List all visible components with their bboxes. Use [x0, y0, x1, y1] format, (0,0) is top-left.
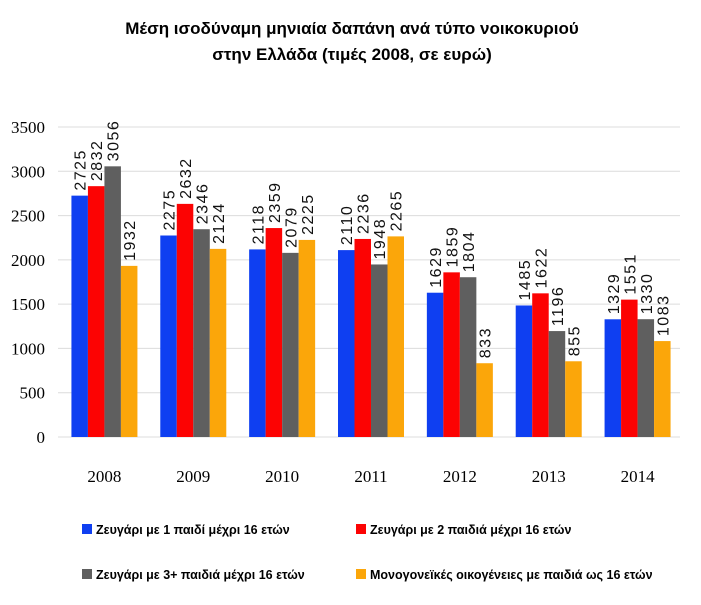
data-label: 2359: [267, 181, 284, 223]
legend-label: Ζευγάρι με 2 παιδιά μέχρι 16 ετών: [370, 523, 571, 537]
y-tick-label: 1000: [11, 339, 45, 358]
x-tick-label: 2014: [621, 467, 656, 486]
y-tick-label: 500: [20, 384, 46, 403]
bar: [104, 166, 121, 437]
bar: [354, 238, 371, 437]
legend: Ζευγάρι με 1 παιδί μέχρι 16 ετών Ζευγάρι …: [82, 523, 653, 582]
x-tick-label: 2012: [443, 467, 477, 486]
bar: [476, 363, 493, 437]
data-label: 2118: [250, 204, 267, 244]
legend-label: Ζευγάρι με 3+ παιδιά μέχρι 16 ετών: [96, 568, 305, 582]
bar: [515, 305, 533, 437]
data-label: 2832: [89, 140, 106, 182]
legend-label: Ζευγάρι με 1 παιδί μέχρι 16 ετών: [96, 523, 290, 537]
bar: [209, 248, 227, 437]
bar: [371, 264, 388, 437]
data-label: 2124: [211, 202, 228, 244]
bar: [298, 239, 316, 437]
y-tick-label: 2000: [11, 251, 45, 270]
bar: [387, 236, 404, 437]
bar: [459, 277, 477, 437]
bars: [71, 166, 671, 437]
data-label: 1083: [655, 294, 672, 336]
data-label: 2725: [73, 149, 90, 191]
chart-subtitle: στην Ελλάδα (τιμές 2008, σε ευρώ): [212, 45, 492, 64]
data-label: 1196: [550, 286, 567, 326]
x-tick-label: 2011: [354, 467, 387, 486]
y-tick-label: 0: [37, 428, 46, 447]
data-label: 833: [478, 327, 495, 358]
data-label: 2275: [162, 189, 179, 231]
legend-swatch: [356, 569, 366, 579]
bar: [443, 272, 460, 437]
y-axis: 0 500 1000 1500 2000 2500 3000 3500: [11, 118, 45, 447]
bar: [621, 299, 638, 437]
data-label: 855: [566, 325, 583, 356]
bar: [654, 341, 671, 437]
y-tick-label: 3000: [11, 162, 45, 181]
data-label: 1804: [461, 231, 478, 273]
bar: [71, 195, 88, 437]
bar: [249, 249, 266, 437]
legend-swatch: [82, 524, 92, 534]
data-label: 1551: [622, 253, 639, 295]
bar: [426, 292, 444, 437]
bar: [87, 186, 105, 437]
legend-swatch: [356, 524, 366, 534]
data-label: 2225: [300, 193, 317, 235]
data-label: 2346: [195, 183, 212, 225]
data-label: 1622: [533, 247, 550, 289]
data-label: 2079: [283, 206, 300, 248]
data-label: 1330: [639, 273, 656, 315]
bar: [565, 361, 582, 437]
data-label: 1859: [445, 226, 462, 268]
data-label: 1932: [122, 219, 139, 261]
data-label: 2236: [356, 192, 373, 234]
data-label: 1948: [372, 218, 389, 260]
bar: [532, 293, 549, 437]
legend-label: Μονογονεϊκές οικογένειες με παιδιά ως 16…: [370, 568, 653, 582]
y-tick-label: 2500: [11, 207, 45, 226]
x-tick-label: 2009: [176, 467, 210, 486]
data-label: 2265: [389, 190, 406, 232]
bar: [604, 319, 622, 437]
bar: [193, 229, 210, 437]
bar: [282, 252, 299, 437]
data-label: 1629: [428, 246, 445, 288]
x-axis: 2008 2009 2010 2011 2012 2013 2014: [87, 467, 655, 486]
data-label: 2110: [339, 205, 356, 245]
x-tick-label: 2008: [87, 467, 121, 486]
bar: [265, 228, 283, 437]
bar: [160, 235, 177, 437]
data-label: 2632: [178, 157, 195, 199]
bar: [176, 203, 194, 437]
data-label: 1329: [606, 273, 623, 315]
x-tick-label: 2013: [532, 467, 566, 486]
legend-swatch: [82, 569, 92, 579]
bar: [548, 331, 566, 437]
bar: [338, 250, 355, 437]
bar: [637, 319, 655, 437]
bar: [120, 265, 138, 437]
y-tick-label: 1500: [11, 295, 45, 314]
y-tick-label: 3500: [11, 118, 45, 137]
chart-title: Μέση ισοδύναμη μηνιαία δαπάνη ανά τύπο ν…: [125, 19, 579, 38]
x-tick-label: 2010: [265, 467, 299, 486]
data-label: 3056: [106, 120, 123, 162]
data-label: 1485: [517, 259, 534, 301]
